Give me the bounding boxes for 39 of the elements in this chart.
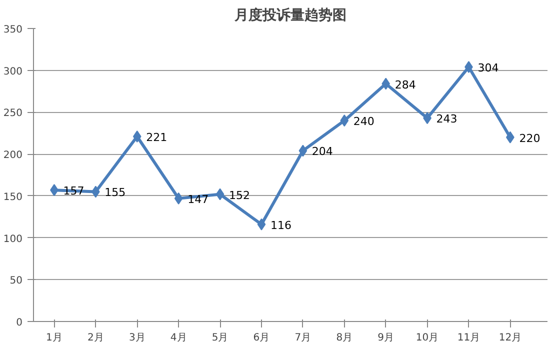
x-tick-label: 8月 <box>336 332 353 344</box>
x-tick-label: 3月 <box>128 332 146 344</box>
x-tick-label: 11月 <box>457 332 480 344</box>
point <box>340 114 349 127</box>
chart-title: 月度投诉量趋势图 <box>234 6 346 24</box>
data-label: 204 <box>312 145 333 158</box>
x-tick-label: 9月 <box>378 332 394 344</box>
point <box>257 218 266 230</box>
point <box>382 78 390 90</box>
data-label: 220 <box>519 132 540 145</box>
data-label: 243 <box>436 112 458 126</box>
y-tick-label: 50 <box>10 276 23 287</box>
data-label: 240 <box>353 115 374 128</box>
y-tick-label: 150 <box>3 192 23 203</box>
data-label: 116 <box>270 218 292 232</box>
data-label: 152 <box>229 188 250 202</box>
data-label: 155 <box>104 186 126 200</box>
x-tick-label: 5月 <box>212 332 228 344</box>
point <box>132 130 142 142</box>
data-label: 157 <box>63 184 84 198</box>
y-tick-label: 200 <box>3 150 23 162</box>
y-tick-label: 100 <box>3 234 23 245</box>
point <box>298 144 308 157</box>
x-tick-label: 10月 <box>416 332 439 344</box>
x-tick-label: 1月 <box>46 332 62 344</box>
y-tick-label: 350 <box>3 24 23 36</box>
x-tick-label: 7月 <box>294 332 312 344</box>
data-label: 304 <box>478 62 499 75</box>
y-tick-label: 300 <box>3 66 23 78</box>
data-label: 221 <box>146 130 168 144</box>
y-tick-label: 250 <box>3 108 23 120</box>
point <box>174 192 183 204</box>
x-tick-label: 4月 <box>170 332 187 344</box>
data-label: 284 <box>394 78 416 92</box>
x-tick-label: 12月 <box>498 332 522 344</box>
x-tick-label: 6月 <box>253 332 270 344</box>
y-tick-label: 0 <box>16 318 23 328</box>
point <box>216 188 224 200</box>
x-tick-label: 2月 <box>87 332 104 344</box>
